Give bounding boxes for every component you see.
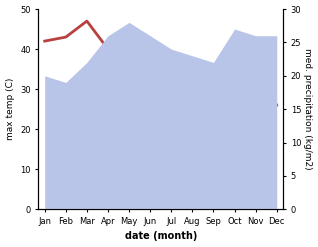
- X-axis label: date (month): date (month): [125, 231, 197, 242]
- Y-axis label: max temp (C): max temp (C): [5, 78, 15, 140]
- Y-axis label: med. precipitation (kg/m2): med. precipitation (kg/m2): [303, 48, 313, 170]
